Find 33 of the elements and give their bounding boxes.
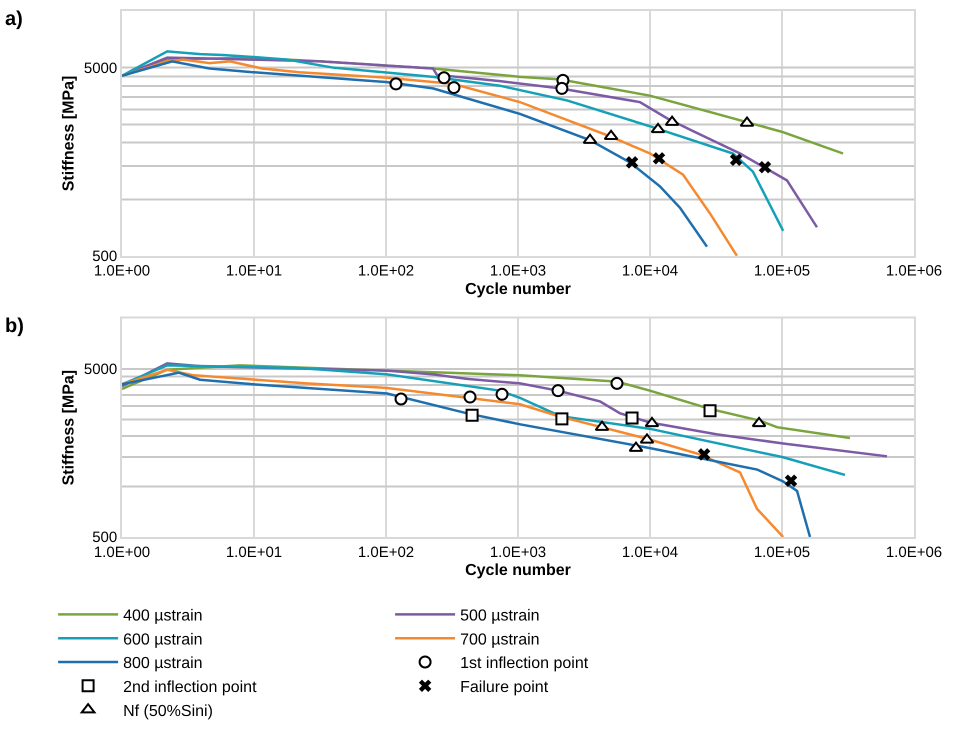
y-tick-label: 5000 <box>84 361 118 378</box>
y-tick-label: 5000 <box>84 60 118 77</box>
y-axis-title: Stiffness [MPa] <box>60 370 78 486</box>
x-tick-label: 1.0E+06 <box>886 262 942 280</box>
legend-label: 500 µstrain <box>460 608 540 625</box>
x-tick-label: 1.0E+05 <box>754 262 810 280</box>
x-tick-label: 1.0E+02 <box>358 544 414 561</box>
x-tick-label: 1.0E+01 <box>226 262 282 280</box>
legend-label: 800 µstrain <box>123 655 203 672</box>
x-tick-label: 1.0E+03 <box>490 544 546 561</box>
legend-label: 400 µstrain <box>123 608 203 625</box>
y-tick-label: 500 <box>92 529 118 546</box>
legend-label: 700 µstrain <box>460 631 540 648</box>
x-tick-label: 1.0E+04 <box>622 544 678 561</box>
x-tick-label: 1.0E+03 <box>490 262 546 280</box>
legend-label: Nf (50%Sini) <box>123 702 213 720</box>
x-tick-label: 1.0E+00 <box>94 262 150 280</box>
legend-label: Failure point <box>460 679 549 696</box>
x-axis-title: Cycle number <box>465 562 571 579</box>
x-tick-label: 1.0E+05 <box>754 544 810 561</box>
x-tick-label: 1.0E+00 <box>94 544 150 561</box>
legend-label: 600 µstrain <box>123 631 203 648</box>
x-axis-title: Cycle number <box>465 280 571 298</box>
x-tick-label: 1.0E+01 <box>226 544 282 561</box>
chart-title: a) <box>5 8 23 30</box>
y-tick-label: 500 <box>92 248 118 266</box>
legend-label: 2nd inflection point <box>123 679 258 696</box>
y-axis-title: Stiffness [MPa] <box>60 76 78 192</box>
x-tick-label: 1.0E+02 <box>358 262 414 280</box>
x-tick-label: 1.0E+06 <box>886 544 942 561</box>
x-tick-label: 1.0E+04 <box>622 262 678 280</box>
chart-title: b) <box>5 315 24 337</box>
legend-label: 1st inflection point <box>460 655 589 672</box>
